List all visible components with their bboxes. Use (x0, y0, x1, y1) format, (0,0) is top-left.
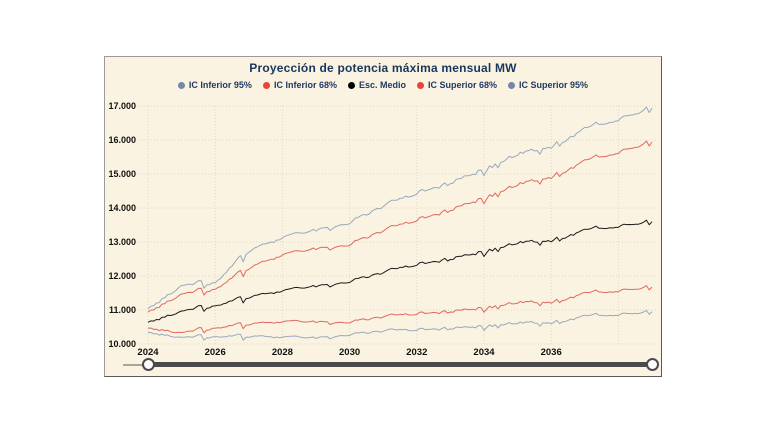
plot-area[interactable] (105, 57, 663, 378)
range-slider-handle-left[interactable] (141, 358, 155, 371)
y-axis-tick-label: 13.000 (108, 237, 136, 247)
legend-item-label: IC Inferior 68% (273, 80, 337, 90)
legend-item-label: IC Superior 68% (428, 80, 498, 90)
x-axis-tick-label: 2036 (540, 347, 562, 358)
x-axis-tick-label: 2028 (271, 347, 293, 358)
chart-panel: Proyección de potencia máxima mensual MW… (104, 56, 662, 377)
y-axis-tick-label: 11.000 (108, 305, 136, 315)
legend-item-label: IC Inferior 95% (188, 80, 252, 90)
legend-item-esc-medio[interactable]: Esc. Medio (347, 80, 406, 90)
legend-dot-icon (347, 81, 355, 89)
x-axis-tick-label: 2026 (204, 347, 226, 358)
legend-item-ic-superior-68-[interactable]: IC Superior 68% (417, 80, 497, 90)
legend-item-label: IC Superior 95% (519, 80, 589, 90)
legend-dot-icon (262, 81, 270, 89)
series-line-esc-medio (147, 219, 653, 323)
y-axis-tick-label: 16.000 (108, 135, 136, 145)
legend-item-ic-superior-95-[interactable]: IC Superior 95% (508, 80, 588, 90)
chart-title: Proyección de potencia máxima mensual MW (249, 61, 517, 75)
y-axis-tick-label: 15.000 (108, 169, 136, 179)
chart-legend: IC Inferior 95% IC Inferior 68% Esc. Medio… (105, 80, 661, 90)
range-slider-handle-right[interactable] (645, 358, 659, 371)
series-line-ic-superior-95- (147, 106, 653, 310)
legend-dot-icon (508, 81, 516, 89)
x-axis-tick-label: 2024 (137, 347, 159, 358)
legend-item-ic-inferior-68-[interactable]: IC Inferior 68% (262, 80, 337, 90)
x-axis-tick-label: 2034 (473, 347, 495, 358)
series-line-ic-superior-68- (147, 140, 653, 313)
x-axis-tick-label: 2030 (339, 347, 361, 358)
series-line-ic-inferior-95- (148, 309, 653, 341)
y-axis-tick-label: 10.000 (108, 339, 136, 349)
y-axis-tick-label: 12.000 (108, 271, 136, 281)
y-axis-tick-label: 17.000 (108, 101, 136, 111)
legend-item-ic-inferior-95-[interactable]: IC Inferior 95% (177, 80, 252, 90)
range-slider-bar[interactable] (148, 362, 652, 367)
x-axis-tick-label: 2032 (406, 347, 428, 358)
legend-item-label: Esc. Medio (358, 80, 406, 90)
legend-dot-icon (177, 81, 185, 89)
series-line-ic-inferior-68- (147, 285, 653, 334)
y-axis-tick-label: 14.000 (108, 203, 136, 213)
legend-dot-icon (417, 81, 424, 89)
